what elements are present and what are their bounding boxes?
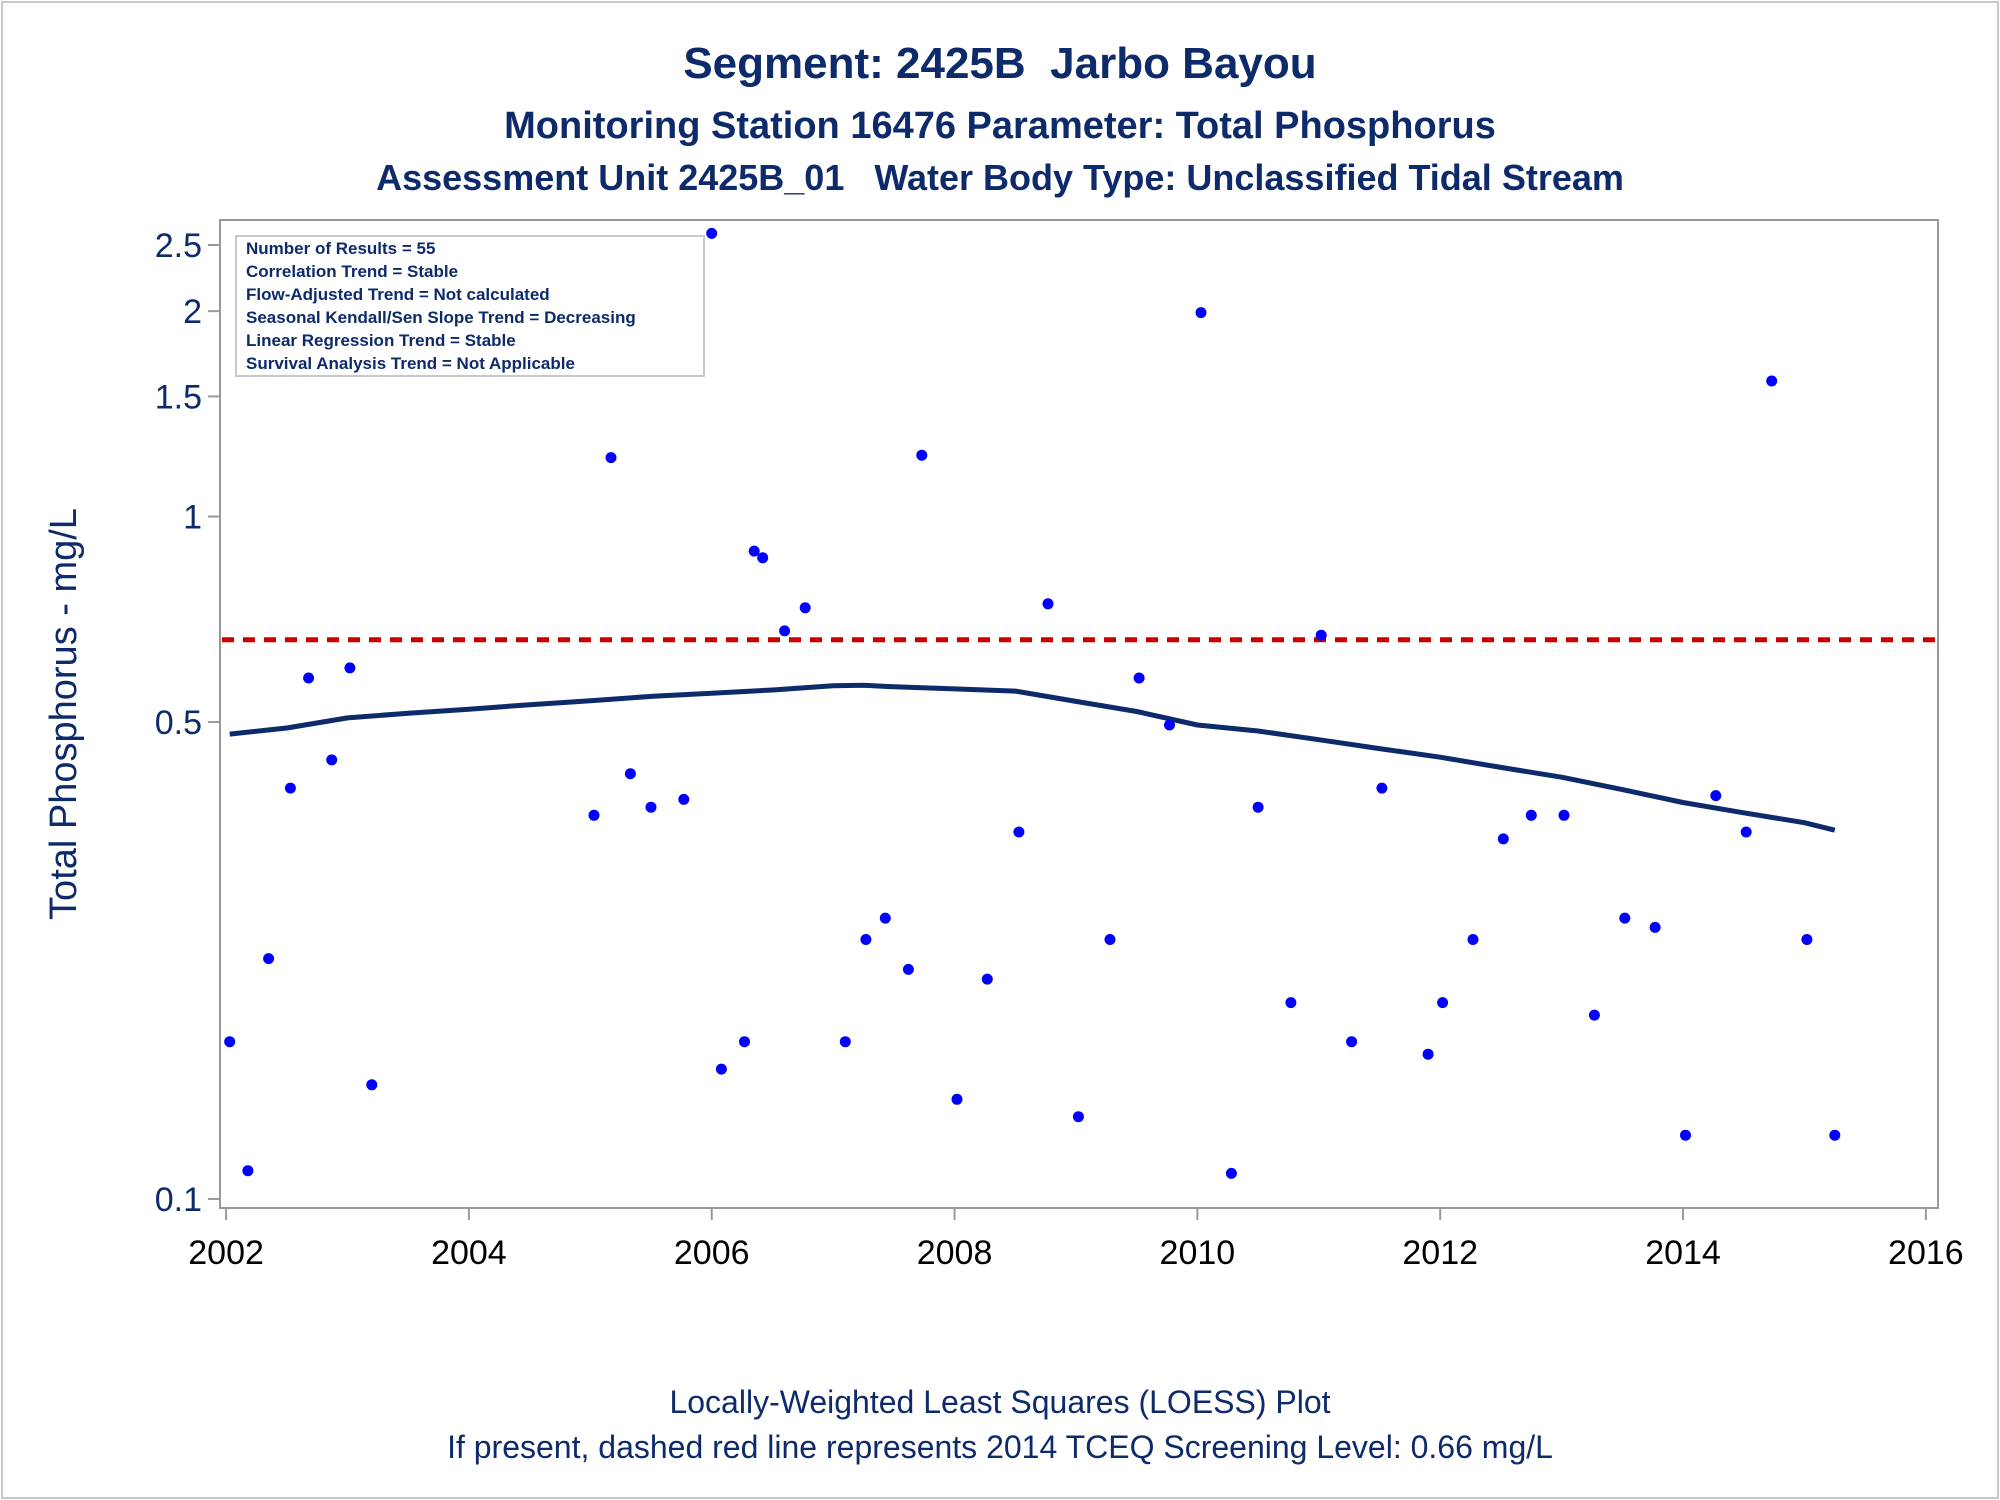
data-point bbox=[981, 973, 993, 985]
data-point bbox=[303, 672, 315, 684]
x-axis: 2002 2004 2006 2008 2010 2012 2014 2016 bbox=[188, 1208, 1964, 1272]
data-point bbox=[860, 934, 872, 945]
info-flow-adjusted: Flow-Adjusted Trend = Not calculated bbox=[246, 285, 550, 304]
info-results: Number of Results = 55 bbox=[246, 239, 435, 258]
data-point bbox=[326, 754, 338, 766]
x-tick-label: 2012 bbox=[1402, 1234, 1478, 1272]
data-point bbox=[757, 552, 769, 564]
plot-area bbox=[219, 219, 1939, 1209]
data-point bbox=[605, 452, 617, 464]
data-point bbox=[1497, 833, 1509, 845]
footnote-screening: If present, dashed red line represents 2… bbox=[447, 1429, 1553, 1465]
data-point bbox=[706, 227, 718, 239]
data-point bbox=[1588, 1009, 1600, 1021]
data-point bbox=[645, 801, 657, 813]
y-tick-label: 1.5 bbox=[155, 378, 202, 416]
data-point bbox=[1467, 934, 1479, 945]
info-box-frame bbox=[235, 235, 705, 377]
data-point bbox=[902, 963, 914, 975]
data-point bbox=[1525, 809, 1537, 821]
loess-layer bbox=[229, 682, 1836, 833]
data-point bbox=[624, 768, 636, 780]
chart-title: Segment: 2425B Jarbo Bayou bbox=[683, 39, 1316, 88]
observation-points bbox=[224, 227, 1841, 1179]
data-point bbox=[1422, 1048, 1434, 1060]
data-point bbox=[344, 662, 356, 674]
info-correlation: Correlation Trend = Stable bbox=[246, 262, 458, 281]
data-point bbox=[263, 953, 275, 965]
data-point bbox=[1072, 1111, 1084, 1123]
data-point bbox=[1801, 934, 1813, 945]
info-survival-analysis: Survival Analysis Trend = Not Applicable bbox=[246, 354, 575, 373]
data-point bbox=[799, 602, 811, 614]
data-point bbox=[1619, 912, 1631, 924]
data-point bbox=[739, 1036, 750, 1048]
y-tick-label: 0.1 bbox=[155, 1181, 202, 1219]
data-point bbox=[1285, 997, 1297, 1009]
x-tick-label: 2008 bbox=[917, 1234, 993, 1272]
data-point bbox=[879, 912, 891, 924]
data-point bbox=[1766, 375, 1778, 387]
y-tick-label: 2.5 bbox=[155, 227, 202, 265]
data-point bbox=[1164, 719, 1175, 731]
y-tick-label: 0.5 bbox=[155, 704, 202, 742]
footnote-loess: Locally-Weighted Least Squares (LOESS) P… bbox=[669, 1384, 1330, 1420]
data-point bbox=[1680, 1129, 1691, 1141]
info-seasonal-kendall: Seasonal Kendall/Sen Slope Trend = Decre… bbox=[246, 308, 636, 327]
x-tick-label: 2006 bbox=[674, 1234, 750, 1272]
data-point bbox=[1315, 629, 1327, 641]
data-point bbox=[366, 1079, 378, 1091]
y-axis-label: Total Phosphorus - mg/L bbox=[43, 508, 85, 920]
data-point bbox=[242, 1165, 254, 1177]
x-tick-label: 2014 bbox=[1645, 1234, 1721, 1272]
y-axis: 0.1 0.5 1 1.5 2 2.5 bbox=[155, 227, 220, 1219]
data-point bbox=[839, 1036, 851, 1048]
data-point bbox=[1558, 809, 1570, 821]
data-point bbox=[1225, 1167, 1237, 1179]
data-point bbox=[588, 809, 600, 821]
data-point bbox=[748, 545, 760, 557]
data-point bbox=[1829, 1129, 1841, 1141]
info-linear-regression: Linear Regression Trend = Stable bbox=[246, 331, 516, 350]
data-point bbox=[1195, 307, 1207, 319]
data-point bbox=[678, 793, 690, 805]
x-tick-label: 2004 bbox=[431, 1234, 507, 1272]
data-point bbox=[224, 1036, 236, 1048]
data-point bbox=[916, 449, 928, 461]
y-tick-label: 1 bbox=[183, 499, 202, 537]
y-tick-label: 2 bbox=[183, 293, 202, 331]
chart-subtitle-assessment: Assessment Unit 2425B_01 Water Body Type… bbox=[376, 157, 1624, 198]
data-point bbox=[284, 782, 296, 794]
data-point bbox=[1437, 997, 1449, 1009]
x-tick-label: 2010 bbox=[1160, 1234, 1236, 1272]
data-point bbox=[779, 625, 791, 637]
data-point bbox=[951, 1093, 963, 1105]
info-box: Number of Results = 55 Correlation Trend… bbox=[235, 235, 705, 377]
data-point bbox=[1376, 782, 1388, 794]
x-tick-label: 2016 bbox=[1888, 1234, 1964, 1272]
data-point bbox=[1042, 598, 1054, 610]
data-point bbox=[1252, 801, 1264, 813]
chart-subtitle-station: Monitoring Station 16476 Parameter: Tota… bbox=[504, 105, 1496, 147]
data-point bbox=[1013, 826, 1025, 838]
data-point bbox=[715, 1063, 727, 1075]
data-point bbox=[1740, 826, 1752, 838]
data-point bbox=[1649, 921, 1661, 933]
data-point bbox=[1104, 934, 1116, 945]
data-point bbox=[1133, 672, 1145, 684]
x-tick-label: 2002 bbox=[188, 1234, 264, 1272]
loess-curve bbox=[229, 682, 1836, 833]
data-point bbox=[1710, 790, 1722, 802]
data-point bbox=[1346, 1036, 1358, 1048]
